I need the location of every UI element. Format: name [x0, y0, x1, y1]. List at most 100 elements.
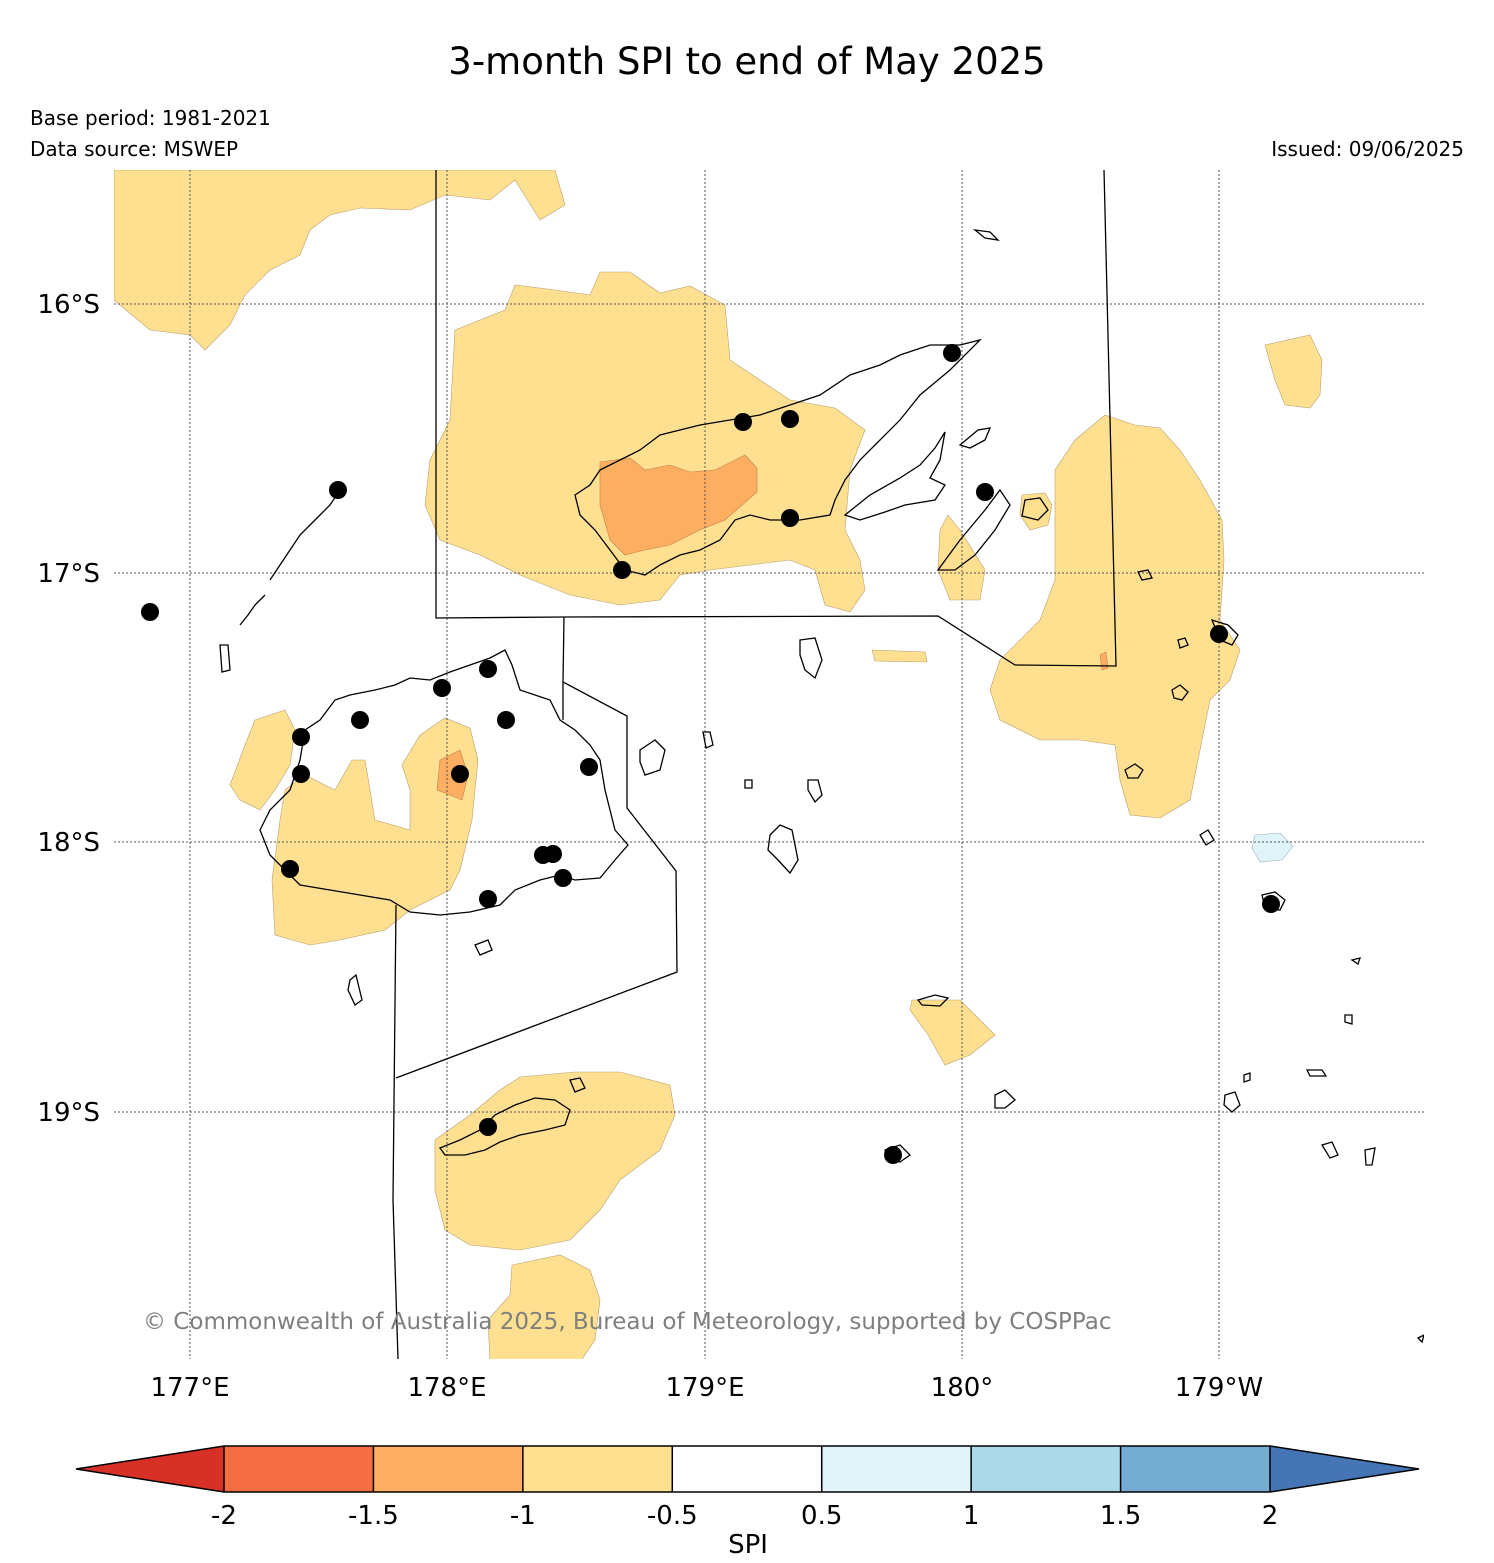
colorbar-extend-low — [76, 1446, 224, 1492]
colorbar-segment — [522, 1446, 673, 1492]
station-marker — [554, 869, 572, 887]
station-marker — [351, 711, 369, 729]
station-marker — [613, 561, 631, 579]
coast-lau-j — [1344, 1014, 1353, 1025]
station-marker — [884, 1146, 902, 1164]
coast-naviti — [972, 229, 1000, 241]
colorbar-tick-label: -1.5 — [348, 1501, 399, 1531]
colorbar-label: SPI — [728, 1530, 768, 1560]
coast-lau-k — [1350, 957, 1361, 966]
map-area: © Commonwealth of Australia 2025, Bureau… — [114, 170, 1424, 1359]
map-title: 3-month SPI to end of May 2025 — [448, 40, 1046, 83]
spi-region-northwest — [114, 170, 566, 351]
latitude-labels: 16°S 17°S 18°S 19°S — [37, 290, 100, 1128]
colorbar-tick-label: 2 — [1262, 1501, 1279, 1531]
station-marker — [497, 711, 515, 729]
station-marker — [292, 765, 310, 783]
colorbar-tick-label: 1 — [963, 1501, 980, 1531]
coast-mamanuca-chain — [269, 489, 341, 581]
coast-totoya — [994, 1089, 1016, 1109]
coast-yasawa-south — [239, 594, 266, 626]
station-marker — [329, 481, 347, 499]
coast-gau — [916, 994, 950, 1007]
coastlines — [219, 229, 1424, 1344]
coast-wakaya — [807, 779, 823, 804]
spi-region-taveuni — [937, 514, 986, 601]
coast-taveuni — [936, 488, 1011, 571]
coast-beqa — [474, 939, 493, 956]
spi-region-nairai — [871, 649, 928, 663]
spi-region-viti-levu-south — [271, 717, 479, 946]
lon-label: 177°E — [150, 1373, 229, 1403]
station-marker — [433, 679, 451, 697]
coast-makogai — [702, 731, 714, 749]
spi-region-vanua-levu — [424, 271, 866, 613]
coast-cicia — [1137, 569, 1153, 581]
station-marker — [1262, 895, 1280, 913]
coast-lau-i — [1305, 1069, 1328, 1077]
station-marker — [281, 860, 299, 878]
base-period-note: Base period: 1981-2021 — [30, 106, 271, 130]
copyright-text: © Commonwealth of Australia 2025, Bureau… — [143, 1309, 1112, 1335]
coast-ono — [569, 1077, 586, 1093]
coast-vanua-levu-east — [843, 431, 946, 521]
issued-date: Issued: 09/06/2025 — [1271, 137, 1464, 161]
station-marker — [734, 413, 752, 431]
coast-vatulele — [347, 973, 363, 1006]
colorbar-tick-label: 0.5 — [801, 1501, 842, 1531]
station-marker — [781, 410, 799, 428]
coast-lau-l — [1416, 1334, 1424, 1344]
spi-region-wet-east — [1251, 832, 1294, 863]
coast-ovalau — [799, 637, 823, 680]
coast-vanua-levu — [574, 338, 983, 576]
coast-lau-b — [1177, 637, 1189, 649]
lat-label: 17°S — [37, 559, 100, 589]
station-marker — [479, 890, 497, 908]
lat-label: 16°S — [37, 290, 100, 320]
coast-moala — [767, 824, 799, 875]
division-boundaries — [392, 170, 1117, 1359]
spi-region-lau-islet — [1264, 334, 1323, 409]
spi-wet-regions — [1251, 832, 1294, 863]
station-marker — [943, 344, 961, 362]
spi-region-kadavu — [434, 1071, 676, 1251]
coast-koro — [1021, 497, 1049, 521]
lat-label: 18°S — [37, 828, 100, 858]
coast-rabi — [958, 427, 992, 449]
coast-lakeba — [1124, 763, 1144, 779]
coast-lau-a — [1171, 684, 1189, 701]
spi-region-gau — [909, 999, 996, 1066]
colorbar: -2 -1.5 -1 -0.5 0.5 1 1.5 2 SPI — [75, 1445, 1420, 1560]
station-markers — [141, 344, 1280, 1164]
colorbar-segment — [224, 1446, 374, 1492]
colorbar-extend-high — [1270, 1446, 1419, 1492]
gridlines — [114, 170, 1424, 1359]
lon-label: 180° — [931, 1373, 994, 1403]
station-marker — [292, 728, 310, 746]
colorbar-segment — [1120, 1446, 1270, 1492]
colorbar-segment — [821, 1446, 972, 1492]
coast-lau-e — [1223, 1091, 1241, 1113]
coast-lau-f — [1321, 1141, 1339, 1159]
data-source-note: Data source: MSWEP — [30, 137, 239, 161]
lon-label: 179°E — [665, 1373, 744, 1403]
coast-yadua — [219, 644, 231, 673]
coast-nairai — [639, 739, 666, 776]
spi-region-koro — [1019, 492, 1053, 531]
colorbar-segment — [373, 1446, 523, 1492]
lon-label: 179°W — [1175, 1373, 1263, 1403]
spi-region-south — [487, 1254, 601, 1359]
station-marker — [479, 1118, 497, 1136]
station-marker — [976, 483, 994, 501]
coast-mana — [744, 779, 753, 789]
station-marker — [781, 509, 799, 527]
station-marker — [580, 758, 598, 776]
spi-dry-regions — [114, 170, 1323, 1359]
coast-lau-g — [1364, 1147, 1376, 1166]
station-marker — [544, 845, 562, 863]
colorbar-tick-label: -2 — [211, 1501, 237, 1531]
coast-lau-h — [1243, 1072, 1251, 1083]
lat-label: 19°S — [37, 1098, 100, 1128]
longitude-labels: 177°E 178°E 179°E 180° 179°W — [150, 1373, 1263, 1403]
